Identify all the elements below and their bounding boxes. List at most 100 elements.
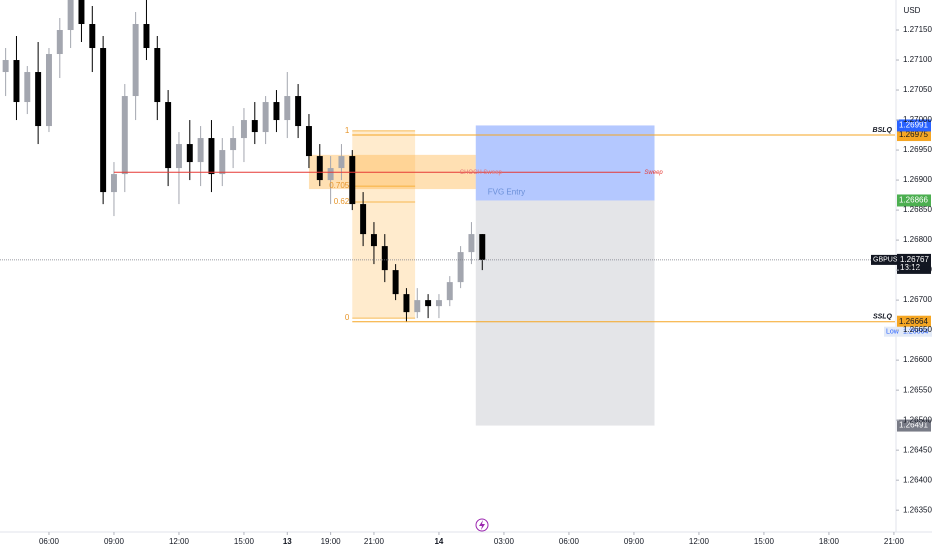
candle-body [425,300,432,307]
candle-body [403,294,410,313]
candle-body [13,60,20,103]
x-tick-label: 12:00 [689,537,710,546]
y-tick-label: 1.26850 [903,205,932,214]
y-tick-label: 1.26450 [903,445,932,454]
countdown: 13:12 [900,263,921,272]
candle-body [305,126,312,157]
fib-level-label: 0.705 [329,181,350,190]
candle-body [143,24,150,49]
symbol-tag: GBPUSD [873,257,903,264]
candle-body [295,96,302,127]
currency: USD [904,6,921,15]
candle-body [370,234,377,247]
candle-body [479,234,486,260]
candle-body [468,234,475,253]
candle-body [219,150,226,175]
x-tick-label: 21:00 [884,537,905,546]
stop-price-tag: 1.26491 [899,421,928,430]
y-tick-label: 1.26900 [903,175,932,184]
last-price-tag: 1.26767 [900,255,929,264]
y-tick-label: 1.26800 [903,235,932,244]
x-tick-label: 03:00 [494,537,515,546]
level-price-tag: 1.26664 [899,317,928,326]
symbol-tag-bg [871,254,897,265]
x-tick-label: 12:00 [169,537,190,546]
fib-level-label: 0 [345,313,350,322]
low-marker-label: Low [886,329,900,336]
last-price-bg [897,253,931,274]
candle-body [197,138,204,163]
candle-body [251,120,258,133]
candles [2,0,486,322]
candle-body [154,48,161,103]
y-tick-label: 1.26500 [903,415,932,424]
entry-price-tag-bg [897,194,931,207]
y-tick-label: 1.26350 [903,505,932,514]
x-tick-label: 06:00 [559,537,580,546]
candle-body [414,300,421,313]
entry-label: FVG Entry [488,188,525,197]
level-price-tag-bg [897,129,931,142]
target-price-tag-bg [897,119,931,132]
candle-body [35,72,42,127]
candle-body [45,54,52,127]
candle-body [121,96,128,175]
target-zone [475,125,655,201]
y-tick-label: 1.27050 [903,85,932,94]
candle-body [338,156,345,169]
candle-body [24,72,31,103]
stop-price-tag-bg [897,419,931,432]
candle-body [446,282,453,301]
x-tick-label: 13 [283,537,292,546]
replay-icon[interactable] [475,518,489,532]
y-tick-label: 1.27150 [903,25,932,34]
candle-body [349,156,356,205]
candle-body [316,156,323,181]
candle-body [89,24,96,49]
y-tick-label: 1.26600 [903,355,932,364]
level-price-tag-bg [897,315,931,328]
entry-price-tag: 1.26866 [899,196,928,205]
liquidity-label: SSLQ [873,314,893,321]
level-price-tag: 1.26975 [899,130,928,139]
candle-body [67,0,74,31]
candle-body [165,102,172,169]
y-tick-label: 1.27000 [903,115,932,124]
fib-level-label: 1 [345,126,350,135]
candle-body [360,204,367,235]
y-tick-label: 1.27100 [903,55,932,64]
y-tick-label: 1.26950 [903,145,932,154]
sweep-label: CHOCH Sweep [460,170,503,176]
y-tick-label: 1.26700 [903,295,932,304]
candle-body [240,120,247,139]
y-tick-label: 1.26650 [903,325,932,334]
fib-level-label: 0.62 [334,197,350,206]
candle-body [273,102,280,121]
candle-body [78,0,85,25]
candle-body [327,168,334,181]
x-tick-label: 14 [434,537,443,546]
x-tick-label: 09:00 [624,537,645,546]
x-tick-label: 15:00 [234,537,255,546]
candle-body [284,96,291,121]
y-tick-label: 1.26750 [903,265,932,274]
sweep-label: Sweep [644,170,663,176]
candle-body [230,138,237,151]
candle-body [186,144,193,163]
candle-body [175,144,182,169]
low-marker-bg [884,326,932,337]
candle-body [381,246,388,271]
target-price-tag: 1.26991 [899,121,928,130]
candle-body [132,24,139,97]
y-tick-label: 1.26550 [903,385,932,394]
x-tick-label: 15:00 [754,537,775,546]
x-tick-label: 19:00 [321,537,342,546]
candle-body [435,300,442,307]
candle-body [100,48,107,193]
x-tick-label: 18:00 [819,537,840,546]
candle-body [262,102,269,133]
liquidity-label: BSLQ [873,127,893,134]
low-marker-value: 1.26664 [903,329,928,336]
